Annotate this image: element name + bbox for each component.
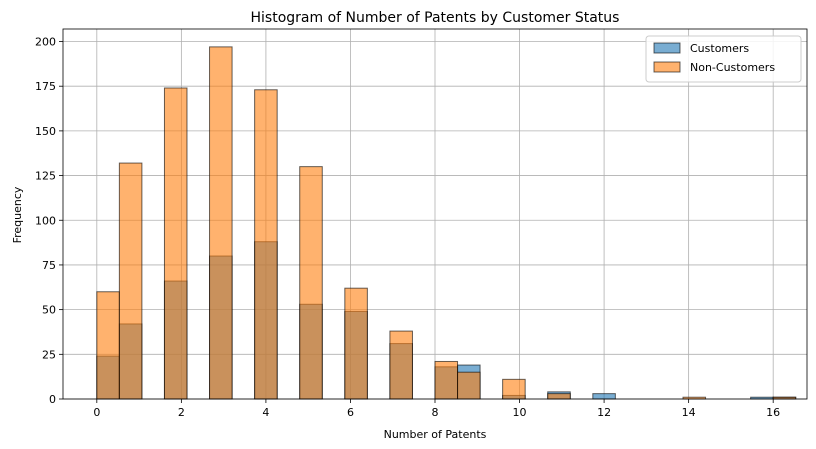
y-tick-label: 75 — [42, 259, 56, 272]
y-tick-label: 50 — [42, 304, 56, 317]
x-axis-label: Number of Patents — [384, 428, 487, 441]
y-tick-label: 100 — [35, 214, 56, 227]
non-customer-bar — [299, 166, 323, 400]
legend-swatch — [653, 61, 681, 73]
non-customer-bar — [457, 371, 481, 400]
x-tick-label: 4 — [262, 406, 269, 419]
y-tick-label: 0 — [49, 393, 56, 406]
non-customer-bar — [96, 291, 120, 400]
y-tick-label: 25 — [42, 348, 56, 361]
non-customer-bar — [209, 46, 233, 400]
x-tick-label: 12 — [597, 406, 611, 419]
y-axis-label: Frequency — [11, 186, 24, 243]
y-tick-label: 150 — [35, 125, 56, 138]
y-tick-label: 125 — [35, 170, 56, 183]
y-tick-label: 200 — [35, 36, 56, 49]
chart-title: Histogram of Number of Patents by Custom… — [251, 10, 620, 26]
legend: Customers Non-Customers — [645, 35, 802, 83]
x-tick-label: 0 — [93, 406, 100, 419]
x-tick-label: 2 — [178, 406, 185, 419]
x-axis-ticks: 0 2 4 6 8 10 12 14 16 — [93, 399, 780, 419]
non-customer-bar — [254, 89, 278, 400]
non-customer-bar — [389, 330, 413, 400]
non-customer-bar — [118, 162, 143, 400]
legend-label: Non-Customers — [690, 61, 775, 74]
non-customer-bar — [547, 393, 571, 400]
legend-swatch — [653, 42, 681, 54]
y-tick-label: 175 — [35, 80, 56, 93]
y-axis-ticks: 0 25 50 75 100 125 150 175 200 — [35, 36, 63, 406]
legend-label: Customers — [690, 42, 749, 55]
legend-box — [645, 35, 802, 83]
non-customers-bars — [96, 46, 797, 400]
non-customer-bar — [344, 287, 368, 400]
non-customer-bar — [163, 87, 188, 400]
non-customer-bar — [502, 378, 526, 400]
customer-bar — [592, 393, 616, 400]
x-tick-label: 6 — [347, 406, 354, 419]
non-customer-bar — [434, 360, 459, 400]
x-tick-label: 10 — [513, 406, 527, 419]
x-tick-label: 16 — [766, 406, 780, 419]
x-tick-label: 8 — [432, 406, 439, 419]
x-tick-label: 14 — [682, 406, 696, 419]
